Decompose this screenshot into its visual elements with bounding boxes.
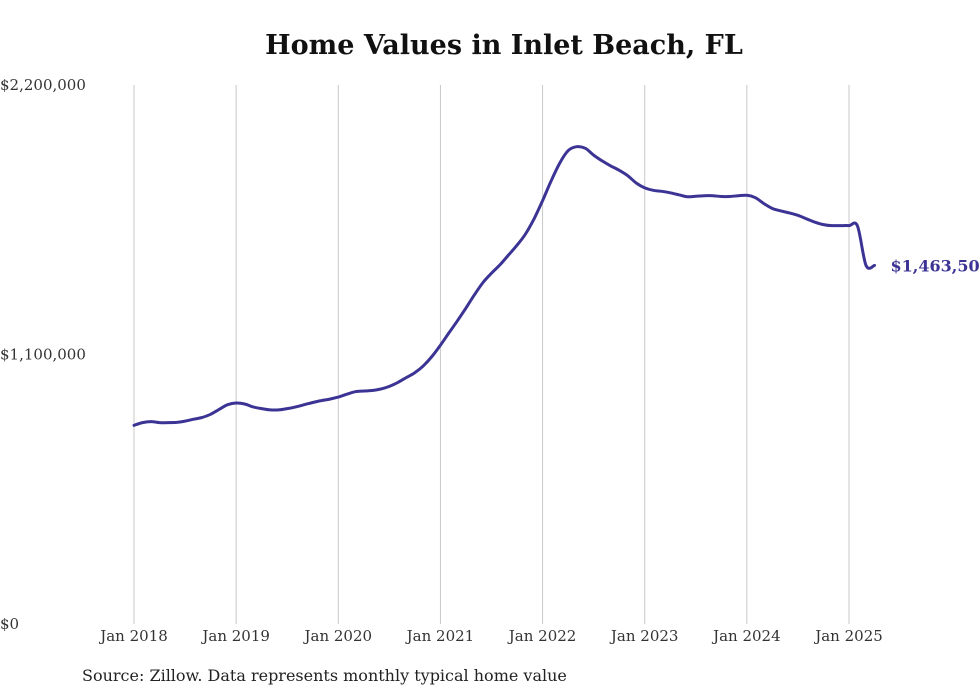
y-tick-label: $0 [0,615,19,633]
y-tick-label: $1,100,000 [0,346,86,364]
x-tick-label: Jan 2025 [813,627,883,645]
x-tick-label: Jan 2024 [711,627,781,645]
end-label-group: $1,463,500 [891,256,980,275]
x-tick-label: Jan 2023 [609,627,679,645]
series-line [132,145,876,427]
y-axis-ticks: $0 $1,100,000 $2,200,000 [0,76,86,633]
series-line-group [132,145,876,427]
x-tick-label: Jan 2019 [200,627,270,645]
y-tick-label: $2,200,000 [0,76,86,94]
end-value-label: $1,463,500 [891,256,980,275]
x-tick-label: Jan 2021 [405,627,475,645]
gridlines [133,85,850,624]
x-tick-label: Jan 2022 [507,627,577,645]
chart-title: Home Values in Inlet Beach, FL [265,30,743,61]
x-tick-label: Jan 2018 [98,627,168,645]
source-note: Source: Zillow. Data represents monthly … [82,666,567,685]
x-axis-ticks: Jan 2018 Jan 2019 Jan 2020 Jan 2021 Jan 2022… [98,627,883,645]
x-tick-label: Jan 2020 [303,627,373,645]
